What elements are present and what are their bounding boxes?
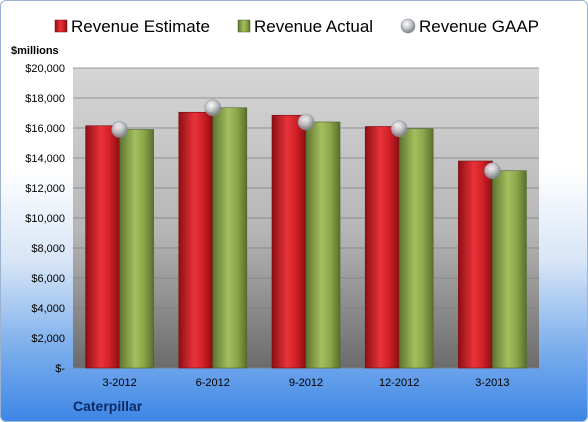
legend-swatch-revenue-estimate (54, 19, 68, 33)
marker-revenue-gaap-3-2012 (111, 121, 128, 138)
bar-revenue-estimate-6-2012 (178, 111, 214, 369)
bar-revenue-actual-6-2012 (212, 107, 248, 369)
bar-revenue-actual-12-2012 (398, 128, 434, 369)
legend-label-revenue-actual: Revenue Actual (254, 17, 373, 36)
marker-revenue-gaap-12-2012 (390, 120, 408, 138)
legend-label-revenue-gaap: Revenue GAAP (419, 17, 539, 36)
x-tick-label: 3-2012 (102, 377, 136, 389)
y-tick-label: $16,000 (25, 123, 65, 135)
marker-revenue-gaap-6-2012 (204, 99, 222, 117)
bar-revenue-estimate-12-2012 (364, 126, 400, 369)
bar-revenue-estimate-9-2012 (271, 114, 307, 369)
bar-revenue-actual-9-2012 (305, 121, 341, 369)
bar-revenue-estimate-3-2012 (85, 125, 120, 369)
marker-revenue-gaap-3-2013 (484, 162, 501, 180)
y-tick-label: $14,000 (25, 153, 65, 165)
y-tick-label: $6,000 (31, 273, 65, 285)
y-tick-label: $8,000 (31, 243, 65, 255)
bar-revenue-estimate-3-2013 (458, 160, 493, 369)
y-axis-ticks: $- $2,000 $4,000 $6,000 $8,000 $10,000 $12,000… (25, 63, 65, 375)
gaap-markers (111, 99, 501, 180)
y-tick-label: $4,000 (31, 303, 65, 315)
footer-company-label: Caterpillar (73, 398, 143, 414)
x-axis-ticks: 3-2012 6-2012 9-2012 12-2012 3-2013 (102, 377, 509, 389)
x-tick-label: 12-2012 (379, 377, 419, 389)
marker-revenue-gaap-9-2012 (297, 113, 315, 131)
y-tick-label: $2,000 (31, 333, 65, 345)
y-tick-label: $- (55, 363, 65, 375)
x-tick-label: 9-2012 (289, 377, 323, 389)
y-tick-label: $18,000 (25, 93, 65, 105)
y-axis-unit-label: $millions (11, 45, 59, 57)
legend-label-revenue-estimate: Revenue Estimate (71, 17, 210, 36)
x-tick-label: 6-2012 (196, 377, 230, 389)
legend: Revenue Estimate Revenue Actual Revenue … (54, 17, 539, 36)
y-tick-label: $10,000 (25, 213, 65, 225)
bar-revenue-actual-3-2013 (492, 170, 527, 369)
y-tick-label: $12,000 (25, 183, 65, 195)
bars (85, 107, 527, 369)
x-tick-label: 3-2013 (475, 377, 509, 389)
y-tick-label: $20,000 (25, 63, 65, 75)
legend-marker-revenue-gaap (400, 18, 416, 34)
legend-swatch-revenue-actual (237, 19, 251, 33)
bar-revenue-actual-3-2012 (119, 129, 154, 369)
